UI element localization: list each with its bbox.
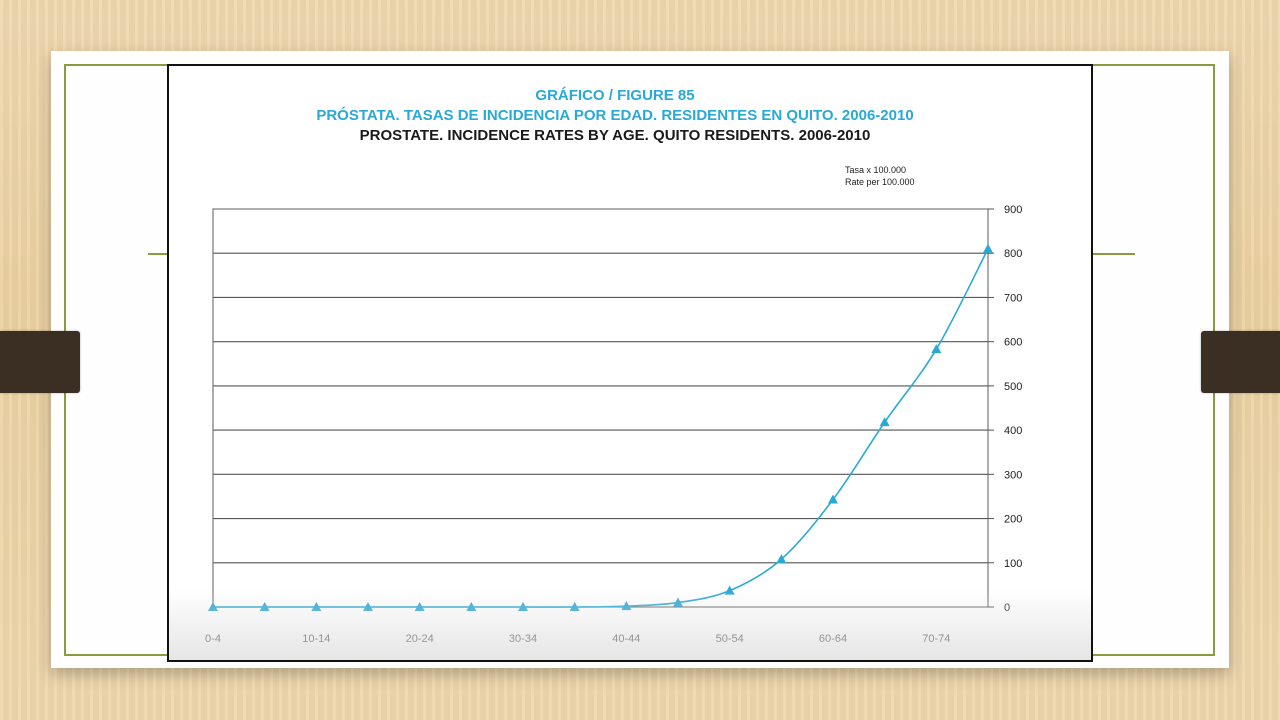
y-tick-label: 700 [1004,292,1022,304]
y-tick-label: 200 [1004,514,1022,526]
y-tick-labels: 0 100 200 300 400 500 600 700 800 900 [1004,204,1022,614]
chart-subtitle-spanish: PRÓSTATA. TASAS DE INCIDENCIA POR EDAD. … [316,106,913,124]
data-point-marker [776,554,787,564]
y-tick-label: 800 [1004,248,1022,260]
x-tick-label: 60-64 [819,633,847,645]
x-tick-label: 20-24 [406,633,434,645]
plot-frame [212,208,989,608]
chart-image: 0 100 200 300 400 500 600 700 800 900 0-4 10-14 20-… [167,64,1093,662]
data-point-marker [879,417,890,427]
x-tick-label: 70-74 [922,633,950,645]
unit-note-english: Rate per 100.000 [845,177,915,187]
data-point-marker [983,243,993,253]
series-markers [208,243,993,611]
incidence-line-chart: 0 100 200 300 400 500 600 700 800 900 0-4 10-14 20-… [205,87,1022,645]
data-point-marker [724,585,735,595]
y-tick-label: 100 [1004,558,1022,570]
x-tick-labels: 0-4 10-14 20-24 30-34 40-44 50-54 60-64 70-74 [205,633,950,645]
y-tick-label: 300 [1004,469,1022,481]
x-tick-label: 40-44 [612,633,640,645]
x-tick-label: 50-54 [716,633,744,645]
unit-note-spanish: Tasa x 100.000 [845,165,906,175]
y-tick-marks [988,208,994,608]
chart-title: GRÁFICO / FIGURE 85 [535,87,694,104]
data-point-marker [931,344,942,354]
decorative-line-right [1092,253,1135,255]
x-tick-label: 0-4 [205,633,221,645]
x-tick-label: 30-34 [509,633,537,645]
binder-tab-right [1201,331,1280,393]
y-tick-label: 0 [1004,602,1010,614]
grid [213,208,988,608]
y-tick-label: 900 [1004,204,1022,216]
data-point-marker [828,494,838,504]
y-tick-label: 400 [1004,425,1022,437]
decorative-line-left [148,253,170,255]
y-tick-label: 600 [1004,337,1022,349]
x-tick-label: 10-14 [302,633,330,645]
chart-subtitle-english: PROSTATE. INCIDENCE RATES BY AGE. QUITO … [360,127,871,144]
binder-tab-left [0,331,80,393]
y-tick-label: 500 [1004,381,1022,393]
series-line [212,248,989,608]
